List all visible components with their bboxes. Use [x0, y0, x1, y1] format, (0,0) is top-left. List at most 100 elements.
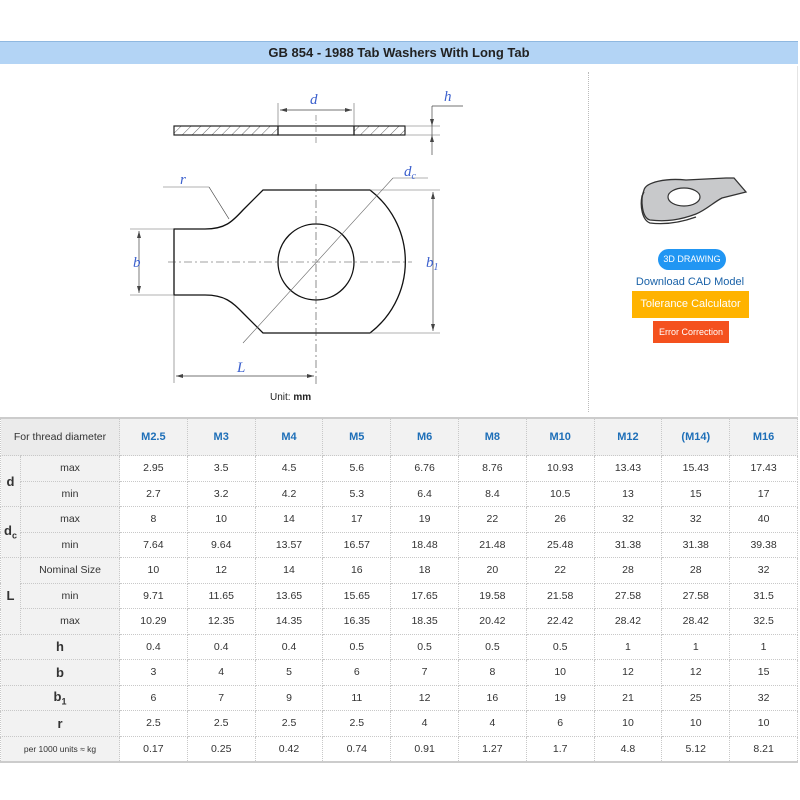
table-cell: 0.42	[254, 735, 324, 763]
table-cell: 6	[322, 659, 392, 686]
error-correction-button[interactable]: Error Correction	[653, 321, 729, 343]
column-header[interactable]: M16	[729, 417, 798, 456]
table-cell: 31.5	[729, 582, 798, 609]
table-cell: 4.5	[254, 455, 324, 482]
row-label: r	[0, 710, 120, 737]
column-header[interactable]: M12	[593, 417, 663, 456]
table-cell: 21	[593, 684, 663, 711]
table-cell: 15.65	[322, 582, 392, 609]
table-cell: 3.2	[186, 480, 256, 507]
column-header[interactable]: M5	[322, 417, 392, 456]
symbol: h	[56, 639, 64, 655]
table-cell: 16.57	[322, 531, 392, 558]
table-cell: 0.5	[457, 633, 527, 660]
table-row: d max 2.95 3.5 4.5 5.6 6.76 8.76 10.93 13.43 15.43…	[0, 455, 798, 507]
unit-note: Unit: mm	[270, 392, 312, 403]
table-cell: 15.43	[661, 455, 731, 482]
table-cell: 2.7	[119, 480, 188, 507]
table-cell: 8.4	[457, 480, 527, 507]
symbol: b	[56, 664, 64, 680]
table-cell: 32	[729, 684, 798, 711]
column-header[interactable]: M10	[525, 417, 595, 456]
table-cell: 27.58	[593, 582, 663, 609]
column-header[interactable]: M3	[186, 417, 256, 456]
table-cell: 28	[593, 557, 663, 584]
label-h: h	[444, 89, 452, 105]
table-cell: 12	[661, 659, 731, 686]
table-cell: 3	[119, 659, 188, 686]
table-cell: 19	[525, 684, 595, 711]
row-group-label: dc	[0, 506, 21, 558]
column-header[interactable]: M8	[457, 417, 527, 456]
table-cell: 14	[254, 557, 324, 584]
table-cell: 31.38	[593, 531, 663, 558]
table-cell: 10.5	[525, 480, 595, 507]
row-sub-label: min	[20, 531, 120, 558]
panel-divider	[588, 72, 589, 412]
row-sub-label: max	[20, 455, 120, 482]
table-cell: 0.74	[322, 735, 392, 763]
row-sub-label: max	[20, 608, 120, 635]
table-cell: 7.64	[119, 531, 188, 558]
row-label: b	[0, 659, 120, 686]
column-header[interactable]: M2.5	[119, 417, 188, 456]
washer-3d-image[interactable]	[636, 170, 748, 226]
row-label: b1	[0, 684, 120, 711]
label-d: d	[310, 92, 318, 108]
row-label: h	[0, 633, 120, 660]
table-row: per 1000 units ≈ kg 0.17 0.25 0.42 0.74 0.91 1…	[0, 735, 798, 763]
table-cell: 14.35	[254, 608, 324, 635]
symbol: r	[57, 715, 63, 731]
table-row: h 0.4 0.4 0.4 0.5 0.5 0.5 0.5 1 1 1	[0, 633, 798, 660]
3d-drawing-button[interactable]: 3D DRAWING	[658, 249, 726, 270]
table-cell: 17.65	[390, 582, 459, 609]
column-header[interactable]: (M14)	[661, 417, 731, 456]
table-cell: 10	[593, 710, 663, 737]
table-cell: 16	[322, 557, 392, 584]
table-row: b 3 4 5 6 7 8 10 12 12 15	[0, 659, 798, 686]
label-L: L	[236, 360, 245, 376]
table-cell: 22.42	[525, 608, 595, 635]
table-cell: 1	[593, 633, 663, 660]
table-cell: 12	[593, 659, 663, 686]
table-cell: 6.76	[390, 455, 459, 482]
table-cell: 7	[390, 659, 459, 686]
table-cell: 0.91	[390, 735, 459, 763]
symbol: d	[4, 523, 12, 539]
download-cad-link[interactable]: Download CAD Model	[635, 276, 745, 288]
table-cell: 5.12	[661, 735, 731, 763]
table-cell: 0.5	[525, 633, 595, 660]
table-cell: 32	[729, 557, 798, 584]
table-cell: 13.65	[254, 582, 324, 609]
table-cell: 7	[186, 684, 256, 711]
panel-border	[797, 66, 798, 416]
table-cell: 10	[729, 710, 798, 737]
table-row: min 7.64 9.64 13.57 16.57 18.48 21.48 25.48 31.3…	[1, 531, 798, 558]
symbol: b	[53, 688, 62, 704]
table-cell: 13.57	[254, 531, 324, 558]
table-cell: 16	[457, 684, 527, 711]
row-group-label: L	[0, 557, 21, 635]
column-header[interactable]: M4	[254, 417, 324, 456]
dimensions-table: For thread diameter M2.5 M3 M4 M5 M6 M8 M10 M12(…	[0, 417, 798, 763]
tolerance-calculator-button[interactable]: Tolerance Calculator	[632, 291, 749, 318]
table-cell: 20.42	[457, 608, 527, 635]
table-cell: 22	[457, 506, 527, 533]
table-cell: 26	[525, 506, 595, 533]
table-cell: 20	[457, 557, 527, 584]
table-cell: 40	[729, 506, 798, 533]
table-cell: 2.5	[186, 710, 256, 737]
table-cell: 0.4	[254, 633, 324, 660]
label-b: b	[133, 255, 141, 271]
washer-drawing: d h r dc b b1 L	[130, 89, 463, 385]
table-cell: 1	[729, 633, 798, 660]
table-cell: 5	[254, 659, 324, 686]
table-cell: 0.25	[186, 735, 256, 763]
table-cell: 12	[186, 557, 256, 584]
table-cell: 9	[254, 684, 324, 711]
table-cell: 0.5	[322, 633, 392, 660]
table-cell: 0.4	[119, 633, 188, 660]
table-cell: 0.5	[390, 633, 459, 660]
table-corner-header: For thread diameter	[0, 417, 120, 456]
column-header[interactable]: M6	[390, 417, 459, 456]
